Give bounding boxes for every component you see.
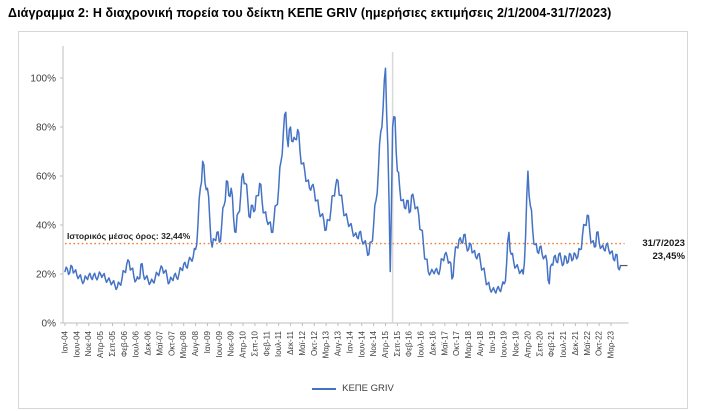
x-axis-label: Σεπ-20: [535, 330, 544, 356]
x-axis-label: Μαϊ-17: [440, 330, 449, 355]
x-axis-label: Δεκ-11: [286, 330, 295, 354]
x-axis-label: Μαρ-18: [464, 330, 473, 358]
x-axis-label: Νοε-09: [227, 330, 236, 356]
legend: ΚΕΠΕ GRIV: [19, 383, 687, 394]
x-axis-label: Απρ-10: [239, 330, 248, 358]
latest-value-date: 31/7/2023: [642, 238, 685, 249]
x-axis-label: Φεβ-16: [405, 330, 414, 357]
x-axis-label: Νοε-14: [369, 330, 378, 356]
x-axis-label: Ιουλ-16: [417, 330, 426, 357]
legend-series-label: ΚΕΠΕ GRIV: [342, 383, 394, 394]
x-axis-label: Μαρ-13: [322, 330, 331, 358]
x-axis-label: Ιουλ-11: [274, 330, 283, 357]
x-axis-label: Οκτ-07: [167, 330, 176, 355]
x-axis-label: Ιαν-09: [203, 330, 212, 353]
y-axis-label: 0%: [42, 319, 57, 330]
x-axis-label: Ιαν-04: [61, 330, 70, 353]
x-axis-label: Φεβ-21: [547, 330, 556, 357]
x-axis-label: Μαρ-23: [607, 330, 616, 358]
y-axis-label: 20%: [36, 270, 56, 281]
x-axis-label: Μαϊ-12: [298, 330, 307, 355]
x-axis-label: Μαρ-08: [179, 330, 188, 358]
x-axis-label: Οκτ-17: [452, 330, 461, 355]
x-axis-label: Οκτ-22: [595, 330, 604, 355]
x-axis-label: Ιουν-14: [357, 330, 366, 357]
x-axis-label: Απρ-05: [96, 330, 105, 358]
x-axis-label: Αυγ-13: [334, 330, 343, 356]
x-axis-label: Οκτ-12: [310, 330, 319, 355]
x-axis-label: Φεβ-06: [120, 330, 129, 357]
y-axis-label: 40%: [36, 221, 56, 232]
x-axis-label: Σεπ-15: [393, 330, 402, 356]
x-axis-label: Ιαν-14: [345, 330, 354, 353]
y-axis-label: 60%: [36, 172, 56, 183]
x-axis-label: Αυγ-18: [476, 330, 485, 356]
chart-title: Διάγραμμα 2: Η διαχρονική πορεία του δεί…: [8, 6, 612, 20]
y-axis-label: 100%: [30, 74, 56, 85]
x-axis-label: Ιουλ-06: [132, 330, 141, 357]
legend-line-swatch: [312, 387, 337, 390]
x-axis-label: Νοε-04: [84, 330, 93, 356]
y-axis-label: 80%: [36, 123, 56, 134]
x-axis-label: Ιουν-09: [215, 330, 224, 357]
x-axis-label: Δεκ-21: [571, 330, 580, 355]
x-axis-label: Σεπ-10: [250, 330, 259, 356]
kepe-griv-line: [64, 67, 622, 294]
x-axis-label: Δεκ-06: [144, 330, 153, 355]
chart-canvas: 0%20%40%60%80%100%Ιαν-04 Ιουν-04 Νοε-04 Απρ…: [30, 46, 629, 358]
latest-value-annotation: 31/7/2023 23,45%: [617, 238, 685, 263]
latest-value-percent: 23,45%: [652, 250, 685, 262]
x-axis-label: Νοε-19: [512, 330, 521, 356]
x-axis-label: Αυγ-08: [191, 330, 200, 356]
x-axis-label: Μαϊ-07: [155, 330, 164, 355]
x-axis-label: Ιουν-19: [500, 330, 509, 357]
x-axis-label: Φεβ-11: [262, 330, 271, 356]
x-axis-label: Απρ-20: [523, 330, 532, 358]
x-axis-label: Σεπ-05: [108, 330, 117, 356]
historical-average-label: Ιστορικός μέσος όρος: 32,44%: [67, 231, 191, 241]
chart-plot-container: 0% 20% 40% 60% 80% 100% Ιαν-04 Ιουν-04 Νοε-04 Απρ…: [18, 31, 688, 409]
x-axis-label: Δεκ-16: [428, 330, 437, 355]
x-axis-label: Απρ-15: [381, 330, 390, 358]
x-axis-label: Ιουν-04: [72, 330, 81, 357]
x-axis-label: Ιαν-19: [488, 330, 497, 353]
x-axis-label: Μαϊ-22: [583, 330, 592, 355]
x-axis-label: Ιουλ-21: [559, 330, 568, 357]
